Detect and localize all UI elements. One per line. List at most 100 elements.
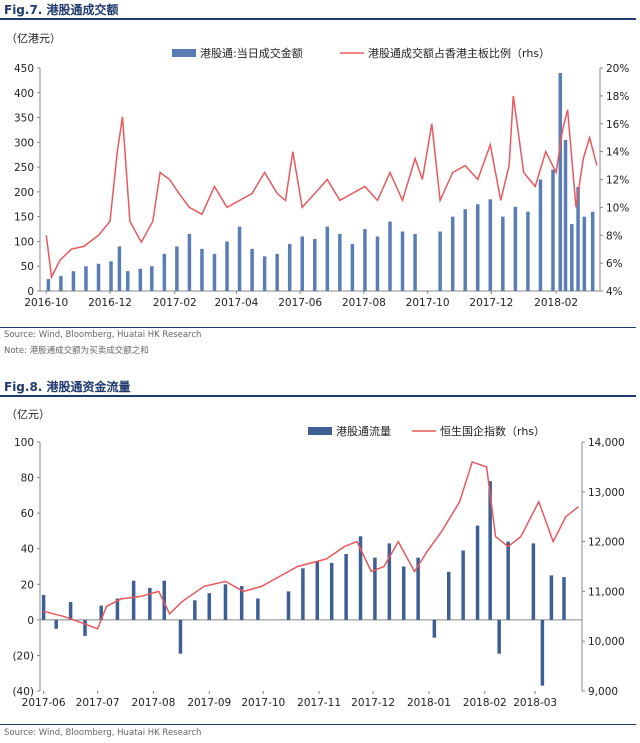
fig8-unit-label: （亿元） bbox=[6, 408, 50, 421]
fig8-x-tick-label: 2018-01 bbox=[407, 697, 451, 709]
fig8-y-right-tick-label: 9,000 bbox=[588, 686, 618, 698]
fig7-x-tick-label: 2017-04 bbox=[214, 297, 258, 309]
fig8-legend-bar-label: 港股通流量 bbox=[336, 424, 391, 438]
fig7-y-right-tick-label: 10% bbox=[606, 202, 629, 214]
fig7-y-right-tick-label: 8% bbox=[606, 230, 623, 242]
fig7-bar bbox=[84, 266, 88, 291]
fig7-y-left-tick-label: 200 bbox=[14, 187, 34, 199]
fig7-bar bbox=[501, 216, 505, 291]
fig8-bar bbox=[315, 561, 320, 620]
fig8-bar bbox=[41, 594, 46, 620]
fig7-x-tick-label: 2016-10 bbox=[24, 297, 68, 309]
fig7-bar bbox=[109, 261, 113, 291]
fig7-bar bbox=[526, 211, 530, 291]
fig7-line bbox=[45, 95, 598, 280]
fig8-y-left-tick-label: 80 bbox=[21, 473, 34, 485]
fig8-bar bbox=[193, 600, 197, 620]
fig8-bar bbox=[549, 575, 554, 620]
fig7-bar bbox=[558, 72, 563, 291]
fig7-bar bbox=[590, 211, 595, 291]
fig7-bar bbox=[488, 199, 493, 291]
fig7-title-rule bbox=[0, 18, 636, 20]
fig8-bottom-rule bbox=[0, 724, 636, 725]
fig8-source: Source: Wind, Bloomberg, Huatai HK Resea… bbox=[4, 728, 202, 738]
fig7-bar bbox=[71, 271, 76, 291]
fig7-x-tick-label: 2017-06 bbox=[278, 297, 322, 309]
fig8-x-tick-label: 2017-12 bbox=[351, 697, 395, 709]
fig8-chart: (40) (20) 0 20 40 60 80 100 9,000 10,000 11,000 12,… bbox=[6, 408, 625, 709]
fig8-y-left-tick-label: 20 bbox=[21, 579, 34, 591]
fig7-bar bbox=[313, 238, 317, 291]
fig8-title-rule bbox=[0, 395, 636, 397]
fig7-y-left-tick-label: 350 bbox=[14, 113, 34, 125]
fig7-legend-bar-label: 港股通:当日成交金额 bbox=[200, 46, 303, 60]
fig8-bar bbox=[416, 557, 420, 620]
fig7-y-left-tick-label: 100 bbox=[14, 236, 34, 248]
fig7-bar bbox=[551, 169, 555, 291]
fig8-bar bbox=[99, 605, 103, 620]
fig7-bar bbox=[476, 204, 480, 291]
fig8-bar bbox=[131, 580, 136, 620]
fig8-bar bbox=[447, 571, 451, 620]
fig7-y-left-tick-label: 250 bbox=[14, 162, 34, 174]
fig8-y-left-tick-label: 100 bbox=[14, 437, 34, 449]
fig8-bar bbox=[540, 619, 545, 686]
fig8-x-tick-label: 2018-03 bbox=[513, 697, 557, 709]
fig7-unit-label: （亿港元） bbox=[6, 32, 61, 45]
fig7-y-left-tick-label: 400 bbox=[14, 88, 34, 100]
fig8-y-left-tick-label: (20) bbox=[12, 650, 34, 662]
fig8-bar bbox=[475, 525, 480, 620]
fig8-legend-line-label: 恒生国企指数（rhs） bbox=[440, 424, 545, 438]
fig8-x-tick-label: 2017-10 bbox=[241, 697, 285, 709]
fig7-y-right-tick-label: 18% bbox=[606, 91, 629, 103]
fig8-bar bbox=[115, 598, 120, 620]
fig7-y-right-tick-label: 4% bbox=[606, 286, 623, 298]
fig8-bar bbox=[387, 543, 392, 620]
fig7-bar bbox=[200, 248, 204, 291]
fig7-bottom-rule bbox=[0, 327, 636, 328]
fig7-bar bbox=[237, 226, 242, 291]
fig8-bar bbox=[432, 619, 437, 638]
fig7-x-tick-label: 2017-08 bbox=[342, 297, 386, 309]
fig8-y-left-tick-label: 0 bbox=[27, 615, 34, 627]
fig8-x-tick-label: 2017-06 bbox=[22, 697, 66, 709]
fig8-y-right-tick-label: 11,000 bbox=[588, 586, 625, 598]
fig7-bar bbox=[175, 246, 179, 291]
fig7-bar bbox=[363, 229, 367, 291]
fig8-title: Fig.8. 港股通资金流量 bbox=[4, 380, 131, 394]
fig7-bar bbox=[287, 243, 292, 291]
fig7-note: Note: 港股通成交额为买卖成交额之和 bbox=[4, 346, 149, 356]
fig8-bar bbox=[358, 536, 363, 620]
fig8-x-tick-label: 2017-09 bbox=[187, 697, 231, 709]
fig8-y-right-tick-label: 14,000 bbox=[588, 437, 625, 449]
fig7-x-tick-label: 2016-12 bbox=[88, 297, 132, 309]
fig7-bar bbox=[463, 209, 467, 291]
fig7-bar bbox=[300, 236, 304, 291]
fig8-y-left-tick-label: 40 bbox=[21, 544, 34, 556]
fig7-source: Source: Wind, Bloomberg, Huatai HK Resea… bbox=[4, 330, 202, 340]
fig8-x-tick-label: 2018-02 bbox=[463, 697, 507, 709]
fig8-bar bbox=[83, 619, 87, 636]
fig8-bar bbox=[488, 481, 492, 620]
fig8-bar bbox=[148, 587, 152, 620]
fig7-x-tick-label: 2017-02 bbox=[153, 297, 197, 309]
fig7-title: Fig.7. 港股通成交额 bbox=[4, 3, 119, 17]
fig8-bar bbox=[301, 568, 305, 620]
fig8-bar bbox=[344, 554, 348, 620]
fig7-bar bbox=[138, 268, 143, 291]
fig8-x-tick-label: 2017-11 bbox=[297, 697, 341, 709]
fig8-bar bbox=[68, 602, 73, 620]
fig7-y-left-tick-label: 0 bbox=[27, 286, 34, 298]
fig7-bar bbox=[338, 234, 342, 291]
fig8-bar bbox=[531, 543, 536, 620]
fig8-bar bbox=[506, 541, 510, 620]
fig7-bar bbox=[388, 221, 392, 291]
fig7-bar bbox=[150, 266, 154, 291]
fig7-bar bbox=[400, 231, 405, 291]
fig7-y-right-tick-label: 14% bbox=[606, 147, 629, 159]
fig7-bar bbox=[513, 206, 518, 291]
fig8-x-tick-label: 2017-07 bbox=[76, 697, 120, 709]
fig7-bar bbox=[117, 246, 122, 291]
fig7-bar bbox=[425, 291, 430, 292]
fig7-y-left-tick-label: 150 bbox=[14, 212, 34, 224]
